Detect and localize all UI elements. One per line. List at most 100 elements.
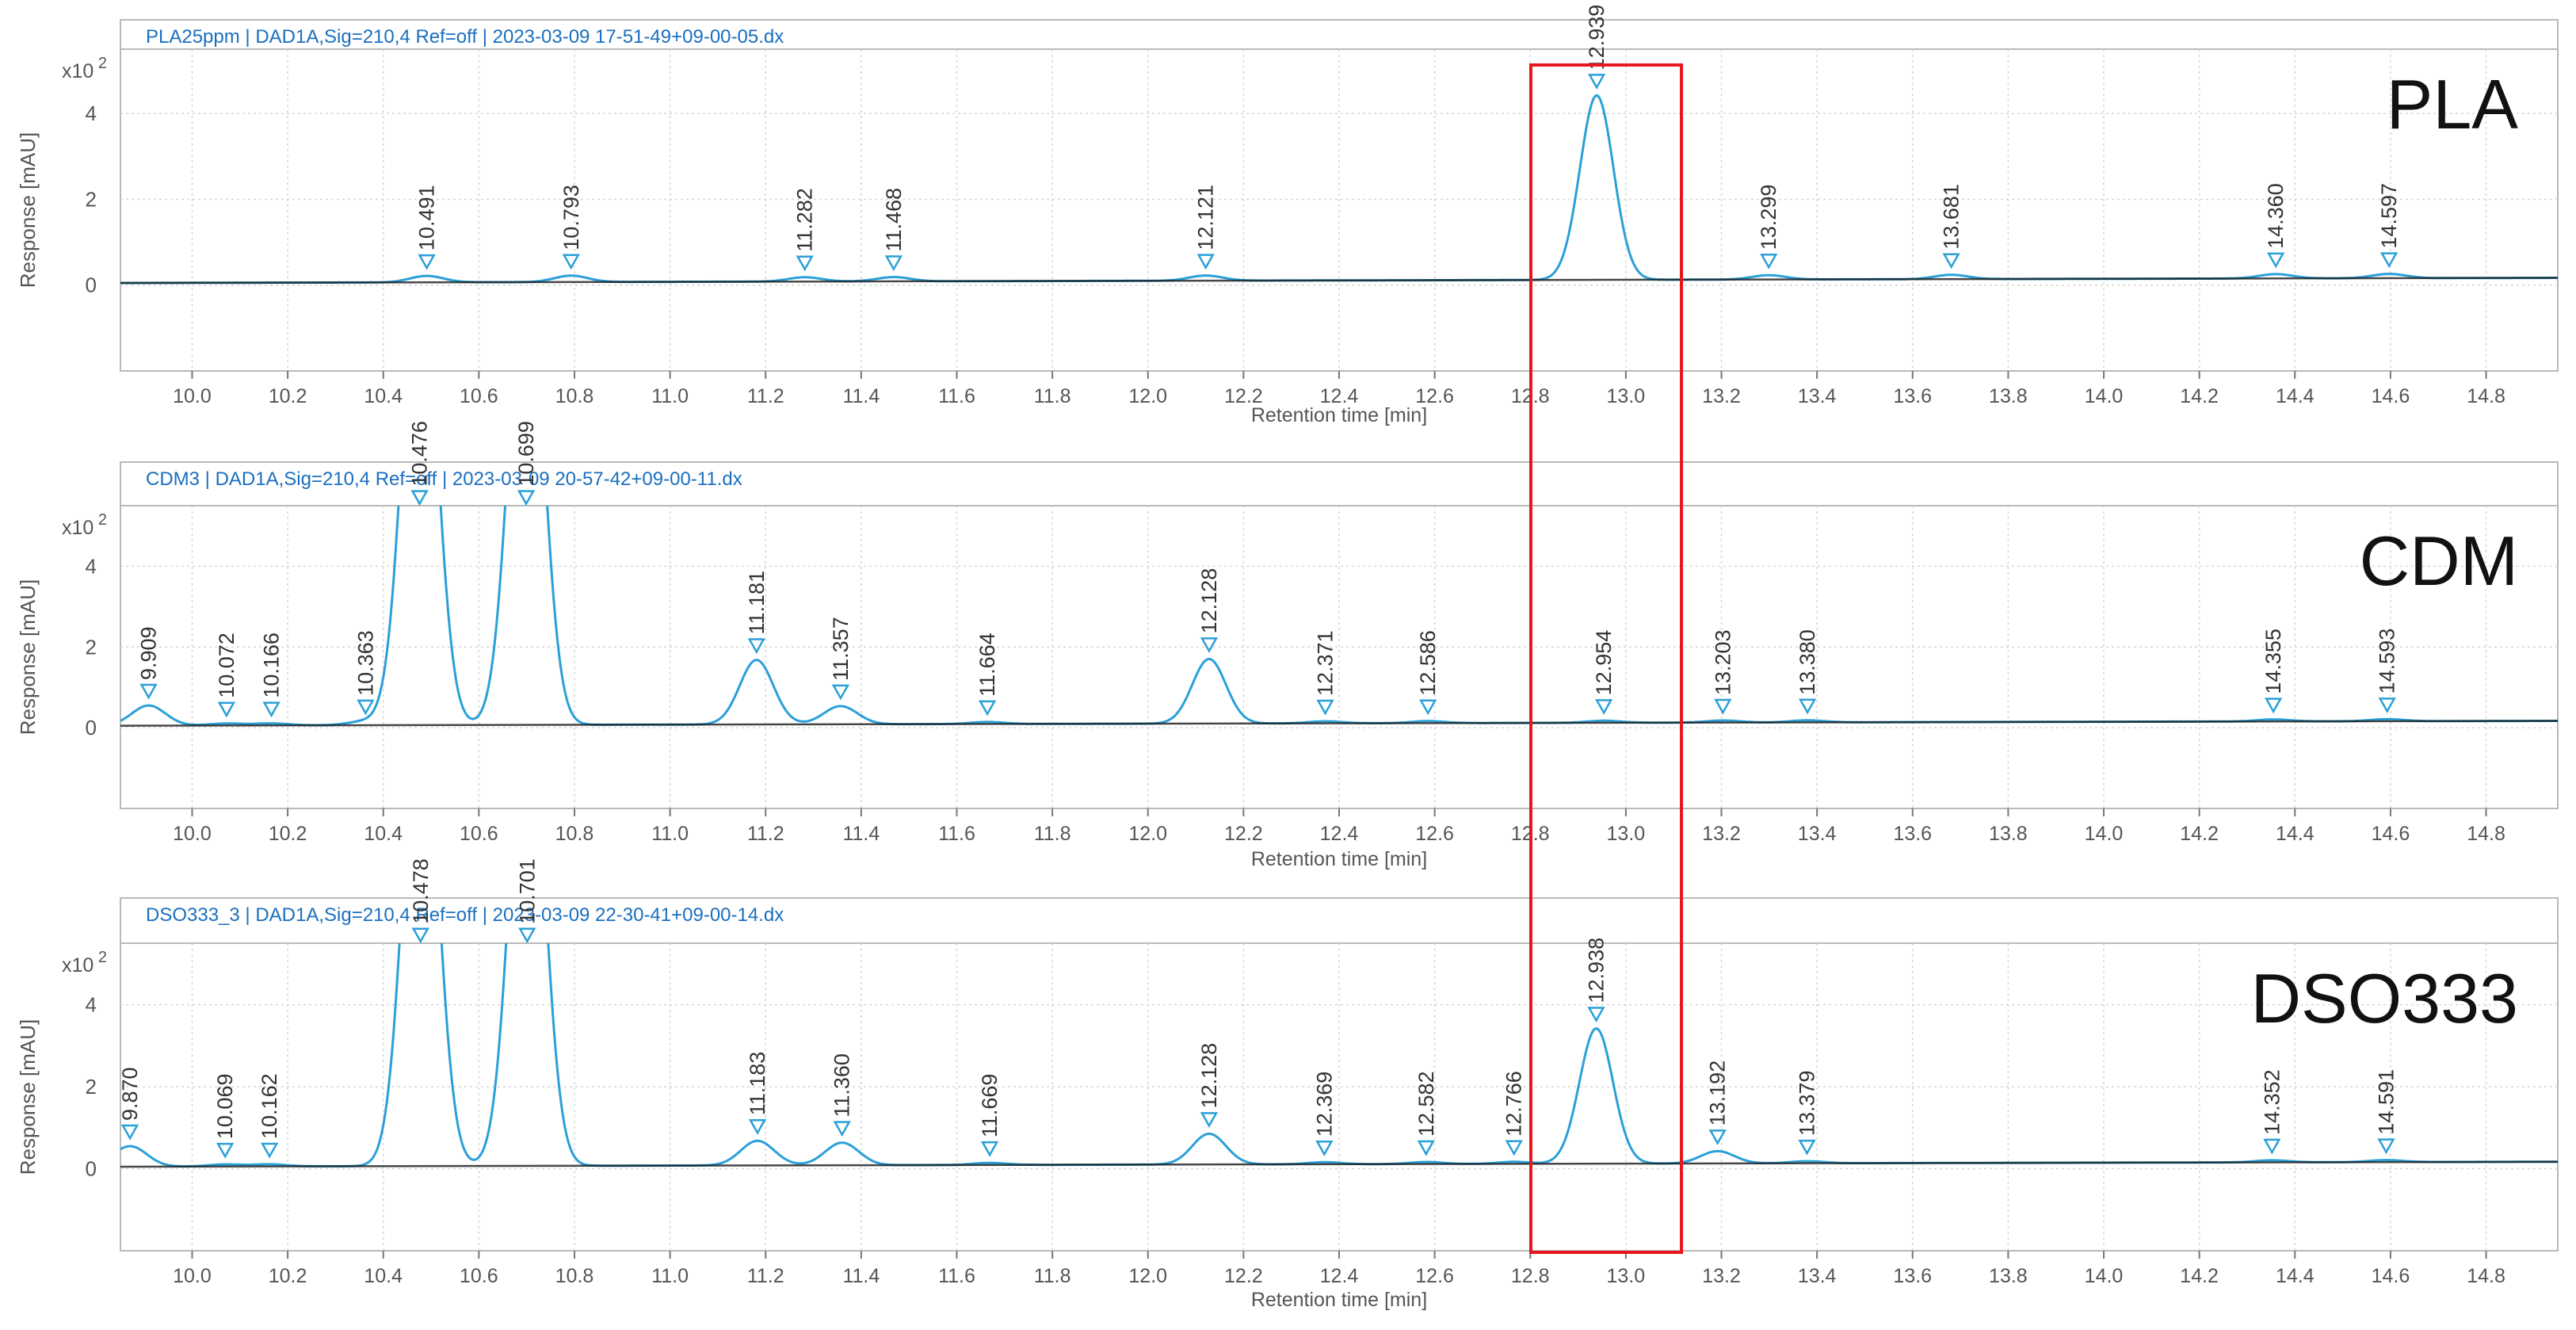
peak-marker — [1200, 1112, 1219, 1128]
x-axis-label: Retention time [min] — [1251, 848, 1427, 870]
peak-rt-label: 13.379 — [1795, 1070, 1818, 1136]
peak-marker — [2378, 697, 2396, 713]
peak-marker — [120, 1124, 139, 1141]
peak-rt-label: 12.369 — [1312, 1072, 1336, 1137]
sample-label: PLA — [2387, 65, 2519, 143]
peak-rt-label: 12.954 — [1592, 630, 1616, 696]
peak-marker — [2264, 697, 2283, 714]
x-tick-label: 11.6 — [938, 1265, 975, 1287]
x-tick-label: 10.0 — [173, 823, 212, 845]
peak-marker — [978, 700, 997, 717]
y-axis-label: Response [mAU] — [16, 1019, 40, 1175]
peak-marker — [2377, 1138, 2395, 1155]
peak-marker — [1419, 699, 1437, 716]
peak-rt-label: 11.357 — [829, 617, 853, 681]
y-tick-label: 2 — [86, 187, 97, 211]
x-tick-label: 11.4 — [842, 1265, 880, 1287]
x-tick-label: 14.2 — [2180, 1265, 2219, 1287]
x-tick-label: 10.8 — [555, 823, 594, 845]
y-tick-label: 2 — [86, 1075, 97, 1099]
highlight-box — [1529, 63, 1683, 1254]
x-tick-label: 10.2 — [269, 823, 307, 845]
sample-label: CDM — [2360, 522, 2518, 600]
peak-rt-label: 12.121 — [1194, 185, 1218, 250]
panel-header-text: DSO333_3 | DAD1A,Sig=210,4 Ref=off | 202… — [146, 904, 784, 926]
peak-marker — [796, 255, 814, 272]
x-axis-label: Retention time [min] — [1251, 1289, 1427, 1311]
peak-marker — [747, 638, 765, 655]
x-tick-label: 13.0 — [1607, 823, 1646, 845]
peak-rt-label: 10.363 — [353, 630, 377, 696]
x-tick-label: 11.4 — [842, 823, 880, 845]
peak-rt-label: 12.586 — [1416, 630, 1440, 696]
peak-rt-label: 11.468 — [882, 188, 906, 252]
peak-rt-label: 12.128 — [1197, 1043, 1221, 1109]
peak-rt-label: 13.192 — [1706, 1061, 1730, 1126]
peak-rt-label: 11.360 — [830, 1053, 854, 1118]
peak-rt-label: 11.664 — [975, 633, 999, 697]
peak-rt-label: 14.593 — [2376, 629, 2399, 694]
y-tick-label: 0 — [86, 273, 97, 297]
x-tick-label: 14.0 — [2085, 385, 2124, 407]
peak-rt-label: 12.766 — [1502, 1071, 1526, 1137]
x-tick-label: 10.4 — [364, 385, 403, 407]
peak-marker — [1196, 254, 1215, 270]
sample-label: DSO333 — [2250, 959, 2518, 1038]
peak-rt-label: 13.203 — [1711, 629, 1735, 695]
peak-marker — [1505, 1140, 1523, 1156]
x-tick-label: 12.2 — [1224, 1265, 1263, 1287]
peak-rt-label: 12.128 — [1197, 568, 1221, 634]
x-tick-label: 12.0 — [1128, 823, 1167, 845]
x-tick-label: 10.0 — [173, 1265, 212, 1287]
x-tick-label: 13.2 — [1702, 823, 1741, 845]
peak-marker — [1587, 1007, 1605, 1023]
x-tick-label: 13.4 — [1798, 823, 1837, 845]
peak-marker — [2379, 252, 2399, 269]
peak-marker — [562, 254, 580, 270]
peak-marker — [833, 1121, 851, 1137]
peak-marker — [1708, 1129, 1727, 1145]
x-tick-label: 13.2 — [1702, 1265, 1741, 1287]
x-tick-label: 10.6 — [460, 385, 498, 407]
x-tick-label: 13.6 — [1893, 1265, 1932, 1287]
peak-rt-label: 13.380 — [1796, 629, 1819, 695]
x-tick-label: 11.8 — [1034, 385, 1071, 407]
peak-rt-label: 11.282 — [793, 188, 817, 252]
peak-marker — [410, 490, 429, 506]
y-tick-label: 0 — [86, 1157, 97, 1181]
chart-panel-3: DSO333_3 | DAD1A,Sig=210,4 Ref=off | 202… — [16, 858, 2559, 1311]
x-tick-label: 12.6 — [1415, 1265, 1454, 1287]
x-tick-label: 14.6 — [2372, 385, 2410, 407]
peak-marker — [2263, 1138, 2281, 1155]
x-tick-label: 14.8 — [2467, 385, 2505, 407]
peak-rt-label: 9.870 — [118, 1067, 142, 1121]
peak-rt-label: 10.069 — [213, 1073, 237, 1139]
x-tick-label: 12.2 — [1224, 385, 1263, 407]
peak-marker — [139, 683, 158, 700]
x-tick-label: 12.0 — [1128, 1265, 1167, 1287]
x-tick-label: 14.2 — [2180, 385, 2219, 407]
x-tick-label: 12.2 — [1224, 823, 1263, 845]
peak-marker — [1942, 253, 1960, 269]
x-tick-label: 13.8 — [1989, 385, 2028, 407]
peak-rt-label: 14.597 — [2377, 183, 2401, 249]
peak-rt-label: 10.478 — [409, 858, 433, 924]
peak-rt-label: 11.183 — [746, 1052, 769, 1116]
peak-rt-label: 14.591 — [2374, 1069, 2398, 1135]
x-tick-label: 13.4 — [1798, 1265, 1837, 1287]
x-tick-label: 12.4 — [1320, 823, 1359, 845]
x-tick-label: 10.2 — [269, 1265, 307, 1287]
x-tick-label: 14.8 — [2467, 823, 2505, 845]
peak-marker — [1316, 699, 1334, 716]
y-tick-label: 4 — [86, 101, 97, 125]
peak-marker — [518, 927, 536, 944]
y-multiplier: x10 2 — [62, 949, 107, 976]
peak-marker — [980, 1141, 999, 1157]
x-tick-label: 11.2 — [747, 823, 784, 845]
peak-rt-label: 12.938 — [1584, 938, 1608, 1003]
x-tick-label: 10.4 — [364, 1265, 403, 1287]
x-tick-label: 13.4 — [1798, 385, 1837, 407]
y-tick-label: 2 — [86, 635, 97, 659]
x-tick-label: 11.4 — [842, 385, 880, 407]
x-tick-label: 11.0 — [651, 1265, 689, 1287]
